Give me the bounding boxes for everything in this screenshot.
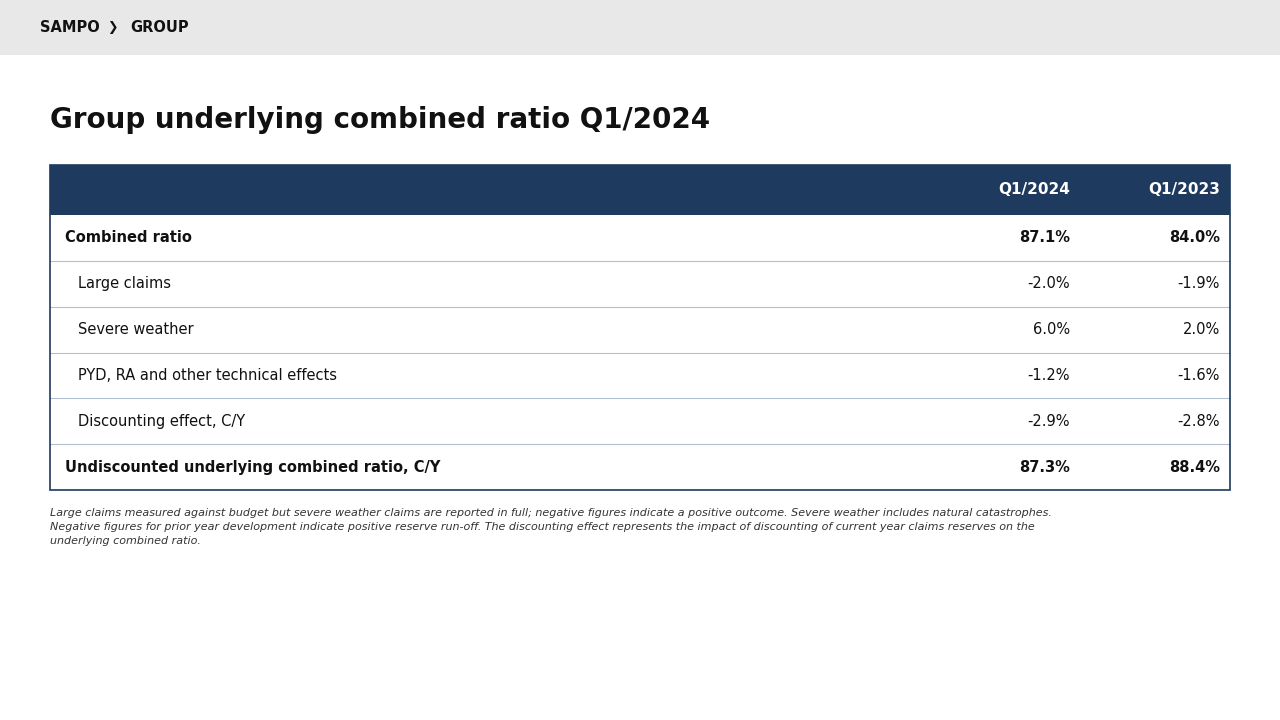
Text: -2.0%: -2.0% bbox=[1028, 276, 1070, 292]
Text: Large claims measured against budget but severe weather claims are reported in f: Large claims measured against budget but… bbox=[50, 508, 1052, 518]
Text: PYD, RA and other technical effects: PYD, RA and other technical effects bbox=[78, 368, 337, 383]
Text: 87.3%: 87.3% bbox=[1019, 459, 1070, 474]
Bar bbox=[50, 215, 1230, 261]
Bar bbox=[50, 261, 1230, 307]
Text: Discounting effect, C/Y: Discounting effect, C/Y bbox=[78, 414, 246, 428]
Text: 87.1%: 87.1% bbox=[1019, 230, 1070, 246]
Text: 84.0%: 84.0% bbox=[1169, 230, 1220, 246]
Bar bbox=[50, 353, 1230, 398]
Text: Undiscounted underlying combined ratio, C/Y: Undiscounted underlying combined ratio, … bbox=[65, 459, 440, 474]
Bar bbox=[50, 165, 1230, 490]
Bar bbox=[50, 398, 1230, 444]
Text: 88.4%: 88.4% bbox=[1169, 459, 1220, 474]
Text: SAMPO: SAMPO bbox=[40, 20, 100, 35]
Text: 2.0%: 2.0% bbox=[1183, 322, 1220, 337]
Bar bbox=[50, 307, 1230, 353]
Bar bbox=[0, 0, 1280, 55]
Text: Group underlying combined ratio Q1/2024: Group underlying combined ratio Q1/2024 bbox=[50, 106, 710, 134]
Text: underlying combined ratio.: underlying combined ratio. bbox=[50, 536, 201, 546]
Text: Severe weather: Severe weather bbox=[78, 322, 193, 337]
Text: Q1/2023: Q1/2023 bbox=[1148, 182, 1220, 197]
Text: Combined ratio: Combined ratio bbox=[65, 230, 192, 246]
Text: -2.8%: -2.8% bbox=[1178, 414, 1220, 428]
Bar bbox=[50, 444, 1230, 490]
Text: Q1/2024: Q1/2024 bbox=[998, 182, 1070, 197]
Text: GROUP: GROUP bbox=[131, 20, 188, 35]
Bar bbox=[50, 165, 1230, 215]
Text: 6.0%: 6.0% bbox=[1033, 322, 1070, 337]
Text: -2.9%: -2.9% bbox=[1028, 414, 1070, 428]
Text: -1.6%: -1.6% bbox=[1178, 368, 1220, 383]
Text: -1.9%: -1.9% bbox=[1178, 276, 1220, 292]
Text: Negative figures for prior year development indicate positive reserve run-off. T: Negative figures for prior year developm… bbox=[50, 522, 1034, 532]
Text: -1.2%: -1.2% bbox=[1028, 368, 1070, 383]
Text: Large claims: Large claims bbox=[78, 276, 172, 292]
Text: ❯: ❯ bbox=[106, 22, 118, 35]
